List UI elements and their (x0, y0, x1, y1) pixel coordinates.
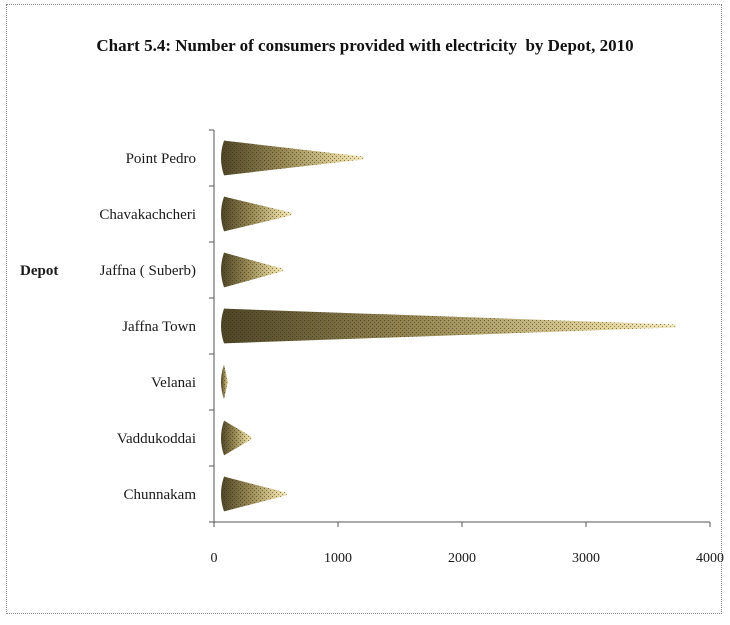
x-tick-label: 4000 (696, 551, 724, 566)
bar-texture (221, 140, 364, 176)
bar-group (221, 308, 677, 344)
bar-texture (221, 364, 229, 400)
category-label: Vaddukoddai (117, 431, 196, 447)
category-label: Chavakachcheri (99, 207, 196, 223)
bar-group (221, 364, 229, 400)
x-tick-label: 3000 (572, 551, 600, 566)
chart-frame (6, 4, 722, 614)
x-tick-label: 1000 (324, 551, 352, 566)
category-label: Jaffna Town (122, 319, 196, 335)
bar-texture (221, 196, 292, 232)
chart-title: Chart 5.4: Number of consumers provided … (96, 36, 634, 55)
x-tick-label: 2000 (448, 551, 476, 566)
category-label: Jaffna ( Suberb) (100, 263, 196, 279)
bar-group (221, 476, 287, 512)
bar-texture (221, 476, 287, 512)
bar-group (221, 196, 292, 232)
bar-texture (221, 252, 284, 288)
bar-texture (221, 308, 677, 344)
y-axis-title: Depot (20, 263, 58, 279)
bar-texture (221, 420, 253, 456)
category-label: Point Pedro (126, 151, 196, 167)
category-label: Velanai (151, 375, 196, 391)
bar-group (221, 252, 284, 288)
x-tick-label: 0 (211, 551, 218, 566)
bar-group (221, 140, 364, 176)
category-label: Chunnakam (124, 487, 197, 503)
bar-group (221, 420, 253, 456)
